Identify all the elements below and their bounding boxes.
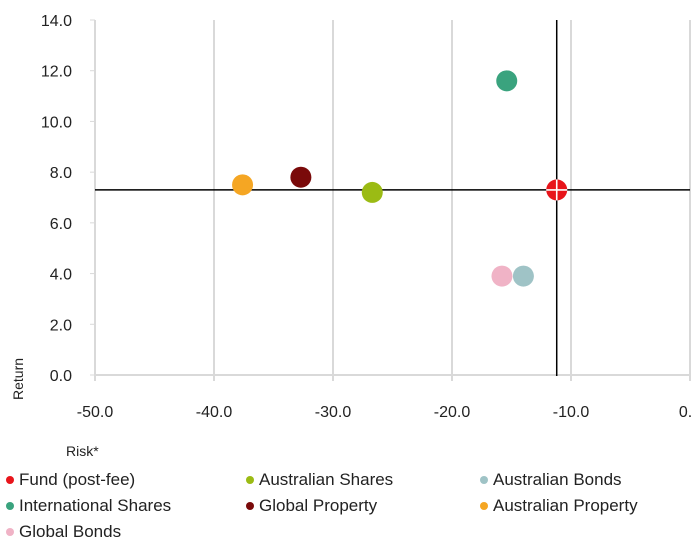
x-tick-label: -40.0	[196, 404, 233, 421]
x-tick-label: -10.0	[553, 404, 590, 421]
x-tick-label: -50.0	[77, 404, 114, 421]
x-tick-label: 0.0	[679, 404, 691, 421]
y-tick-label: 4.0	[50, 267, 72, 284]
gridlines	[94, 20, 691, 381]
y-tick-label: 14.0	[41, 13, 72, 30]
legend-swatch	[246, 502, 254, 510]
data-points	[232, 70, 568, 287]
legend-label: Global Bonds	[19, 522, 122, 541]
legend-swatch	[6, 476, 14, 484]
legend-label: Global Property	[259, 496, 378, 515]
y-tick-label: 12.0	[41, 64, 72, 81]
legend-item: Australian Bonds	[480, 468, 680, 492]
fund-crosshair	[95, 20, 690, 376]
x-tick-label: -20.0	[434, 404, 471, 421]
legend-swatch	[6, 528, 14, 536]
point-australian-shares	[361, 181, 383, 203]
legend-label: Australian Property	[493, 496, 638, 515]
legend-item: International Shares	[6, 494, 246, 518]
point-global-property	[290, 166, 312, 188]
legend-label: Australian Shares	[259, 470, 394, 489]
x-tick-label: -30.0	[315, 404, 352, 421]
legend-swatch	[480, 502, 488, 510]
x-tick-labels: -50.0 -40.0 -30.0 -20.0 -10.0 0.0	[77, 404, 691, 421]
y-tick-label: 0.0	[50, 368, 72, 385]
point-international-shares	[496, 70, 518, 92]
y-axis-title: Return	[10, 358, 26, 400]
legend-item: Global Property	[246, 494, 480, 518]
y-tick-labels: 0.0 2.0 4.0 6.0 8.0 10.0 12.0 14.0	[41, 13, 72, 385]
point-global-bonds	[491, 265, 513, 287]
legend-item: Fund (post-fee)	[6, 468, 246, 492]
legend-swatch	[246, 476, 254, 484]
legend-label: Fund (post-fee)	[19, 470, 136, 489]
legend-label: Australian Bonds	[493, 470, 622, 489]
point-australian-property	[232, 174, 254, 196]
y-tick-label: 2.0	[50, 317, 72, 334]
y-tick-label: 6.0	[50, 216, 72, 233]
legend-item: Australian Property	[480, 494, 680, 518]
legend-swatch	[6, 502, 14, 510]
legend-item: Australian Shares	[246, 468, 480, 492]
legend-item: Global Bonds	[6, 520, 246, 544]
legend-label: International Shares	[19, 496, 172, 515]
y-tick-label: 10.0	[41, 114, 72, 131]
y-tick-label: 8.0	[50, 165, 72, 182]
point-australian-bonds	[512, 265, 534, 287]
x-axis-title: Risk*	[66, 443, 99, 459]
axes	[90, 19, 690, 376]
chart-legend: Fund (post-fee) Australian Shares Australi…	[6, 468, 686, 544]
legend-swatch	[480, 476, 488, 484]
